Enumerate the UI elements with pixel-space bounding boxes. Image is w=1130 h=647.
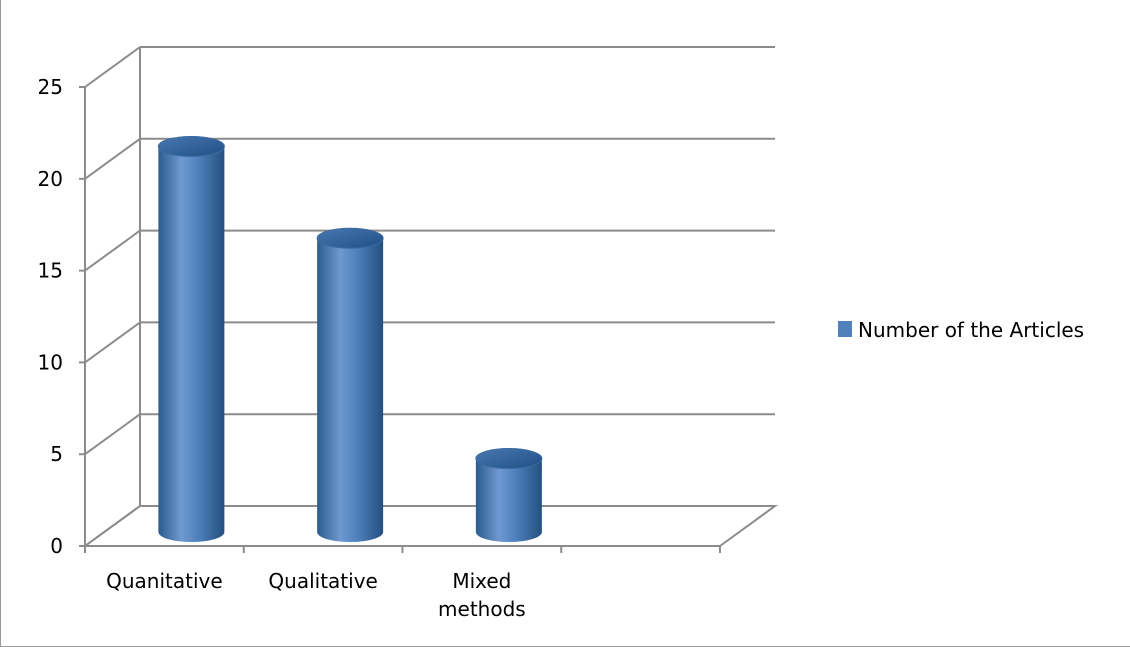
bar-cap	[475, 448, 543, 470]
x-category-label: Qualitative	[268, 569, 377, 593]
grid-layer	[84, 46, 779, 547]
y-tick-label: 0	[50, 534, 63, 558]
gridline-side	[84, 321, 141, 364]
gridline-side	[84, 46, 141, 88]
gridline-side	[84, 137, 141, 180]
x-category-label: Quanitative	[106, 569, 223, 593]
bar-body	[317, 238, 384, 543]
bar-cap	[157, 135, 225, 157]
y-tick-label: 20	[38, 167, 63, 191]
gridline-side	[84, 229, 141, 272]
bars-layer	[157, 135, 543, 543]
bar	[316, 227, 384, 543]
bar-cap	[316, 227, 384, 249]
legend: Number of the Articles	[838, 318, 1084, 342]
y-tick-label: 5	[50, 442, 63, 466]
x-category-label: Mixed	[452, 569, 511, 593]
bar-body	[475, 458, 542, 542]
legend-swatch	[838, 321, 852, 337]
y-tick-label: 25	[38, 75, 63, 99]
bar	[157, 135, 225, 542]
bar-body	[158, 146, 225, 542]
bar	[475, 448, 543, 542]
labels-layer: 0 5 10 15 20 25 Quanitative Qualitative Mixed met…	[38, 75, 526, 621]
axis-layer	[79, 47, 721, 553]
y-tick-label: 10	[38, 350, 63, 374]
y-tick-label: 15	[38, 259, 63, 283]
x-category-label: methods	[438, 597, 526, 621]
legend-label: Number of the Articles	[858, 318, 1084, 342]
gridline-side	[84, 413, 141, 456]
gridline-side	[84, 505, 141, 547]
